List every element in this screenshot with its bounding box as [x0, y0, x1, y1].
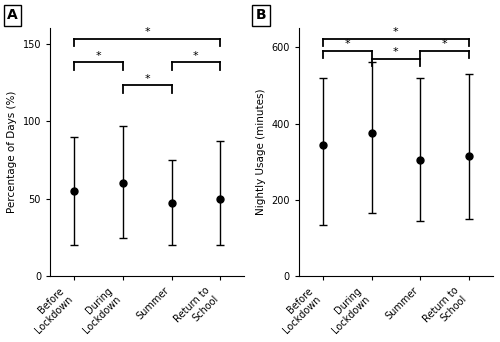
Text: B: B	[256, 8, 266, 22]
Text: *: *	[96, 51, 102, 61]
Y-axis label: Percentage of Days (%): Percentage of Days (%)	[7, 91, 17, 213]
Text: *: *	[344, 39, 350, 50]
Text: *: *	[144, 74, 150, 84]
Text: *: *	[144, 27, 150, 37]
Text: *: *	[393, 47, 398, 57]
Text: A: A	[8, 8, 18, 22]
Y-axis label: Nightly Usage (minutes): Nightly Usage (minutes)	[256, 89, 266, 215]
Text: *: *	[442, 39, 448, 50]
Text: *: *	[393, 27, 398, 37]
Text: *: *	[193, 51, 198, 61]
